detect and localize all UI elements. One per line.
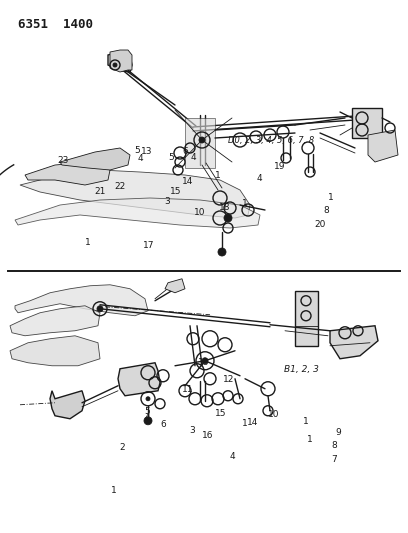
- Text: 4: 4: [256, 174, 262, 183]
- Text: 5: 5: [144, 407, 150, 416]
- Polygon shape: [165, 279, 185, 293]
- Polygon shape: [15, 285, 148, 316]
- Text: 20: 20: [315, 221, 326, 229]
- Text: 15: 15: [170, 188, 181, 196]
- Circle shape: [146, 397, 150, 401]
- Text: B1, 2, 3: B1, 2, 3: [284, 365, 318, 374]
- Polygon shape: [20, 170, 250, 218]
- Text: 1: 1: [328, 193, 333, 201]
- Polygon shape: [330, 326, 378, 359]
- Text: 2: 2: [120, 443, 125, 452]
- Polygon shape: [118, 363, 160, 396]
- Text: 5: 5: [134, 147, 140, 155]
- Circle shape: [144, 417, 152, 425]
- Polygon shape: [25, 162, 110, 185]
- Text: 13: 13: [141, 148, 153, 156]
- Polygon shape: [110, 50, 132, 72]
- Polygon shape: [50, 391, 85, 419]
- Polygon shape: [352, 108, 382, 138]
- Text: 6351  1400: 6351 1400: [18, 18, 93, 31]
- Text: 4: 4: [144, 413, 150, 422]
- Circle shape: [218, 248, 226, 256]
- Circle shape: [97, 306, 103, 312]
- Text: 11: 11: [182, 385, 193, 393]
- Text: 19: 19: [274, 162, 285, 171]
- Text: 8: 8: [324, 206, 329, 214]
- Circle shape: [113, 63, 117, 67]
- Text: 1: 1: [242, 419, 248, 428]
- Text: 4: 4: [191, 154, 197, 162]
- Text: 14: 14: [247, 418, 259, 427]
- Text: 16: 16: [202, 432, 214, 440]
- Text: 1: 1: [85, 238, 91, 247]
- Text: 23: 23: [58, 157, 69, 165]
- Text: 1: 1: [307, 435, 313, 444]
- Text: 9: 9: [336, 429, 341, 437]
- Polygon shape: [15, 198, 260, 228]
- Text: 1: 1: [215, 172, 221, 180]
- Text: 12: 12: [223, 375, 234, 384]
- Polygon shape: [185, 118, 215, 168]
- Text: 21: 21: [94, 188, 106, 196]
- Text: 6: 6: [183, 148, 188, 156]
- Polygon shape: [108, 52, 132, 72]
- Polygon shape: [10, 336, 100, 366]
- Text: 10: 10: [268, 410, 279, 419]
- Text: 1: 1: [242, 199, 248, 208]
- Text: D0, 2, 3, 4, 5, 6, 7, 8: D0, 2, 3, 4, 5, 6, 7, 8: [228, 136, 315, 145]
- Text: 6: 6: [160, 420, 166, 429]
- Polygon shape: [60, 148, 130, 170]
- Text: 1: 1: [303, 417, 309, 425]
- Text: 10: 10: [194, 208, 206, 216]
- Text: 13: 13: [198, 358, 210, 367]
- Text: 14: 14: [182, 177, 193, 185]
- Text: 18: 18: [219, 204, 230, 212]
- Text: 3: 3: [164, 197, 170, 206]
- Circle shape: [224, 214, 232, 222]
- Polygon shape: [10, 306, 100, 336]
- Text: 4: 4: [138, 155, 144, 163]
- Circle shape: [199, 137, 205, 143]
- Text: 5: 5: [169, 153, 174, 161]
- Text: 15: 15: [215, 409, 226, 417]
- Text: 17: 17: [143, 241, 155, 249]
- Text: 3: 3: [189, 426, 195, 435]
- Polygon shape: [295, 291, 318, 346]
- Polygon shape: [368, 130, 398, 162]
- Text: 8: 8: [332, 441, 337, 450]
- Text: 4: 4: [230, 452, 235, 461]
- Text: 7: 7: [332, 455, 337, 464]
- Circle shape: [202, 358, 208, 364]
- Text: 22: 22: [115, 182, 126, 191]
- Text: 1: 1: [111, 486, 117, 495]
